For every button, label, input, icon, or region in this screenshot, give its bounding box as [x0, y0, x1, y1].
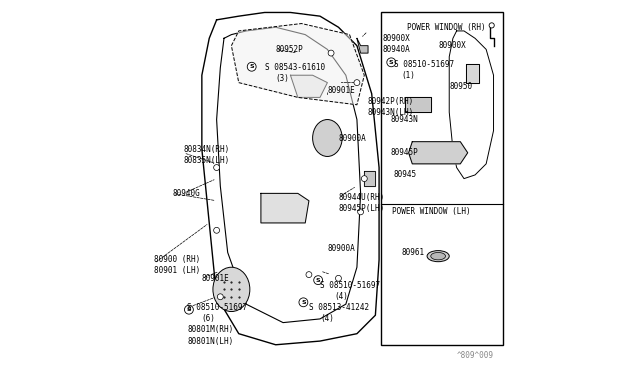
Text: (3): (3) — [276, 74, 289, 83]
Text: 80944U(RH): 80944U(RH) — [339, 193, 385, 202]
Text: S 08510-51697: S 08510-51697 — [394, 60, 454, 69]
Text: S 08513-41242: S 08513-41242 — [309, 303, 369, 312]
Polygon shape — [408, 142, 468, 164]
Polygon shape — [232, 23, 364, 105]
Text: POWER WINDOW (RH): POWER WINDOW (RH) — [407, 23, 485, 32]
Text: POWER WINDOW (LH): POWER WINDOW (LH) — [392, 207, 470, 217]
Circle shape — [489, 23, 494, 28]
Text: S: S — [316, 278, 321, 283]
Text: 80945P(LH): 80945P(LH) — [339, 203, 385, 213]
Polygon shape — [357, 38, 368, 53]
Text: 80900X: 80900X — [438, 41, 466, 50]
Text: 80945P: 80945P — [390, 148, 418, 157]
Circle shape — [214, 227, 220, 233]
Circle shape — [362, 176, 367, 182]
Circle shape — [314, 276, 323, 285]
Text: S: S — [187, 307, 191, 312]
Text: 80835N(LH): 80835N(LH) — [184, 155, 230, 165]
Circle shape — [358, 209, 364, 215]
Text: (6): (6) — [202, 314, 216, 323]
Circle shape — [214, 164, 220, 170]
Text: (4): (4) — [335, 292, 349, 301]
Text: 80943N: 80943N — [390, 115, 418, 124]
Circle shape — [387, 58, 396, 67]
Circle shape — [184, 305, 193, 314]
Text: 80940G: 80940G — [172, 189, 200, 198]
Text: S: S — [250, 64, 254, 69]
Polygon shape — [364, 171, 376, 186]
Text: 80900A: 80900A — [328, 244, 355, 253]
Text: 80901E: 80901E — [202, 274, 230, 283]
FancyBboxPatch shape — [381, 13, 503, 345]
Text: 80952P: 80952P — [276, 45, 303, 54]
Circle shape — [306, 272, 312, 278]
Polygon shape — [466, 64, 479, 83]
Text: 80900A: 80900A — [339, 134, 366, 142]
Text: 80950: 80950 — [449, 82, 472, 91]
Text: S 08543-61610: S 08543-61610 — [264, 63, 324, 72]
Ellipse shape — [312, 119, 342, 157]
Text: ^809^009: ^809^009 — [456, 350, 493, 359]
Circle shape — [247, 62, 256, 71]
Text: 80945: 80945 — [394, 170, 417, 179]
Circle shape — [299, 298, 308, 307]
Text: S 08510-51697: S 08510-51697 — [320, 281, 380, 290]
Text: (1): (1) — [401, 71, 415, 80]
Circle shape — [335, 275, 341, 281]
Ellipse shape — [431, 253, 445, 260]
Text: 80834N(RH): 80834N(RH) — [184, 145, 230, 154]
Text: 80943N(LH): 80943N(LH) — [368, 108, 414, 117]
Polygon shape — [261, 193, 309, 223]
Text: 80901 (LH): 80901 (LH) — [154, 266, 200, 275]
Text: 80801N(LH): 80801N(LH) — [187, 337, 234, 346]
Text: 80901E: 80901E — [328, 86, 355, 94]
Polygon shape — [291, 75, 328, 97]
Text: S: S — [389, 60, 394, 65]
Text: S: S — [301, 300, 306, 305]
Text: S 08510-51697: S 08510-51697 — [187, 303, 247, 312]
Text: 80961: 80961 — [401, 248, 424, 257]
Circle shape — [218, 294, 223, 300]
Circle shape — [328, 50, 334, 56]
Text: 80900 (RH): 80900 (RH) — [154, 255, 200, 264]
Ellipse shape — [213, 267, 250, 311]
Text: 80942P(RH): 80942P(RH) — [368, 97, 414, 106]
Text: 80940A: 80940A — [383, 45, 410, 54]
Text: (4): (4) — [320, 314, 334, 323]
Circle shape — [354, 80, 360, 86]
Ellipse shape — [427, 251, 449, 262]
Polygon shape — [405, 97, 431, 112]
Text: 80801M(RH): 80801M(RH) — [187, 326, 234, 334]
Text: 80900X: 80900X — [383, 34, 410, 43]
